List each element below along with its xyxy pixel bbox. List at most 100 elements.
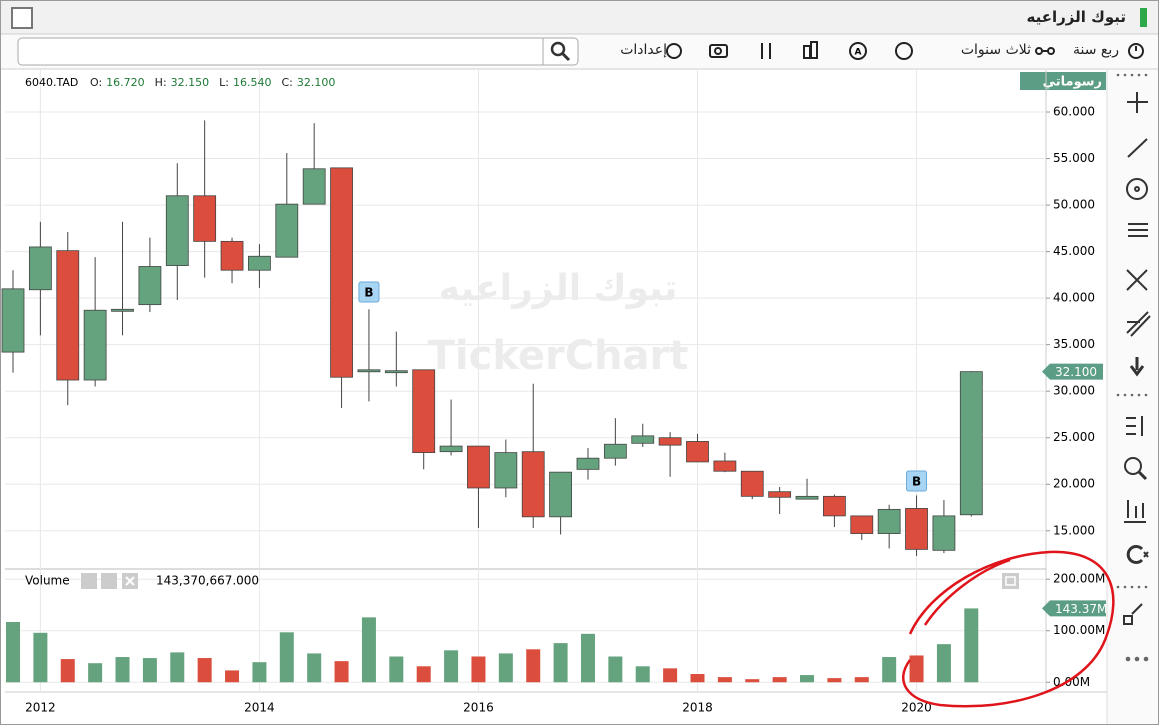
candle-body	[576, 457, 600, 470]
ohlc-value: 32.100	[296, 76, 336, 89]
candle-body	[56, 250, 80, 381]
ohlc-label: H:	[154, 76, 167, 89]
candle-body	[165, 195, 189, 266]
y-tick-label: 15.000	[1053, 523, 1095, 537]
volume-bar	[553, 643, 568, 683]
volume-bar	[142, 658, 157, 683]
candle-body	[330, 167, 353, 378]
y-tick-label: 100.00M	[1053, 623, 1105, 637]
ohlc-label: L:	[219, 76, 229, 89]
candle-body	[549, 471, 572, 518]
candle-body	[467, 445, 490, 489]
signal-label: B	[364, 286, 373, 300]
range-button[interactable]: ثلاث سنوات	[960, 42, 1031, 58]
ohlc-label: O:	[90, 76, 103, 89]
volume-title: Volume	[25, 574, 70, 588]
volume-bar	[115, 657, 130, 683]
volume-bar	[498, 653, 513, 683]
title-bar	[1, 1, 1158, 34]
volume-bar	[854, 677, 869, 683]
volume-bar	[33, 632, 48, 683]
volume-bar	[800, 675, 815, 683]
volume-bar	[882, 657, 897, 683]
volume-bar	[225, 670, 240, 683]
volume-total: 143,370,667.000	[156, 574, 259, 588]
signal-label: B	[912, 475, 921, 489]
candle-body	[384, 370, 408, 374]
candle-body	[28, 246, 52, 291]
period-button[interactable]: ربع سنة	[1072, 42, 1119, 58]
volume-bar	[471, 656, 486, 683]
last-price-label: 32.100	[1055, 365, 1097, 379]
volume-bar	[88, 663, 103, 683]
candle-body	[932, 515, 956, 551]
icon-glyph: A	[855, 48, 862, 58]
y-tick-label: 25.000	[1053, 430, 1095, 444]
y-tick-label: 20.000	[1053, 477, 1095, 491]
y-tick-label: 40.000	[1053, 291, 1095, 305]
volume-bar	[6, 621, 20, 683]
candle-body	[521, 451, 545, 518]
volume-bar	[170, 652, 185, 683]
ohlc-info: O: 16.720 H: 32.150 L: 16.540 C: 32.100	[90, 76, 345, 89]
volume-bar	[635, 666, 650, 683]
volume-bar	[197, 658, 212, 683]
candle-body	[713, 460, 737, 472]
volume-bar	[690, 674, 705, 683]
sidebar-tools[interactable]	[1123, 92, 1151, 625]
volume-bar	[964, 608, 979, 683]
x-tick-label: 2012	[25, 701, 56, 715]
candle-body	[959, 371, 983, 516]
candle-body	[193, 195, 217, 242]
candle-body	[494, 452, 518, 489]
candle-body	[658, 437, 682, 446]
toolbar-icons[interactable]	[666, 41, 1144, 60]
y-tick-label: 200.00M	[1053, 572, 1105, 586]
volume-buttons[interactable]	[81, 573, 1019, 589]
drawings-tab[interactable]	[1020, 72, 1106, 90]
last-volume-box	[1042, 600, 1106, 617]
symbol: 6040.TAD	[25, 76, 78, 89]
candle-body	[412, 369, 436, 454]
y-tick-label: 35.000	[1053, 337, 1095, 351]
window-title: تبوك الزراعيه	[1026, 8, 1126, 26]
status-indicator	[1140, 8, 1147, 27]
candle-body	[823, 495, 846, 517]
volume-bar	[663, 668, 678, 683]
candle-body	[850, 515, 874, 534]
settings-button[interactable]: إعدادات	[620, 42, 667, 58]
candle-body	[603, 443, 627, 459]
y-tick-label: 50.000	[1053, 198, 1095, 212]
candle-body	[877, 508, 901, 534]
candle-body	[138, 266, 162, 306]
sidebar-dots	[1116, 73, 1149, 662]
y-tick-label: 45.000	[1053, 244, 1095, 258]
candle-body	[248, 255, 271, 271]
watermark: تبوك الزراعيه	[439, 268, 678, 309]
hand-annotation	[902, 550, 1115, 708]
candle-body	[905, 508, 928, 550]
candle-body	[439, 445, 463, 453]
candle-body	[686, 441, 709, 463]
candle-body	[1, 288, 25, 353]
signal-marker	[358, 281, 380, 303]
volume-bar	[307, 653, 322, 683]
y-tick-label: 60.000	[1053, 105, 1095, 119]
sidebar	[1107, 70, 1158, 724]
volume-bar	[717, 677, 732, 683]
candle-body	[83, 309, 107, 381]
y-tick-label: 30.000	[1053, 384, 1095, 398]
last-price-box	[1042, 363, 1103, 380]
candle-body	[111, 308, 134, 312]
search-icon[interactable]	[550, 41, 566, 57]
volume-bar	[772, 677, 787, 683]
candle-body	[740, 470, 764, 497]
x-tick-label: 2016	[463, 701, 494, 715]
volume-bar	[745, 679, 760, 683]
search-box[interactable]	[17, 37, 579, 66]
window-button[interactable]	[11, 7, 33, 29]
volume-bar	[580, 633, 595, 683]
